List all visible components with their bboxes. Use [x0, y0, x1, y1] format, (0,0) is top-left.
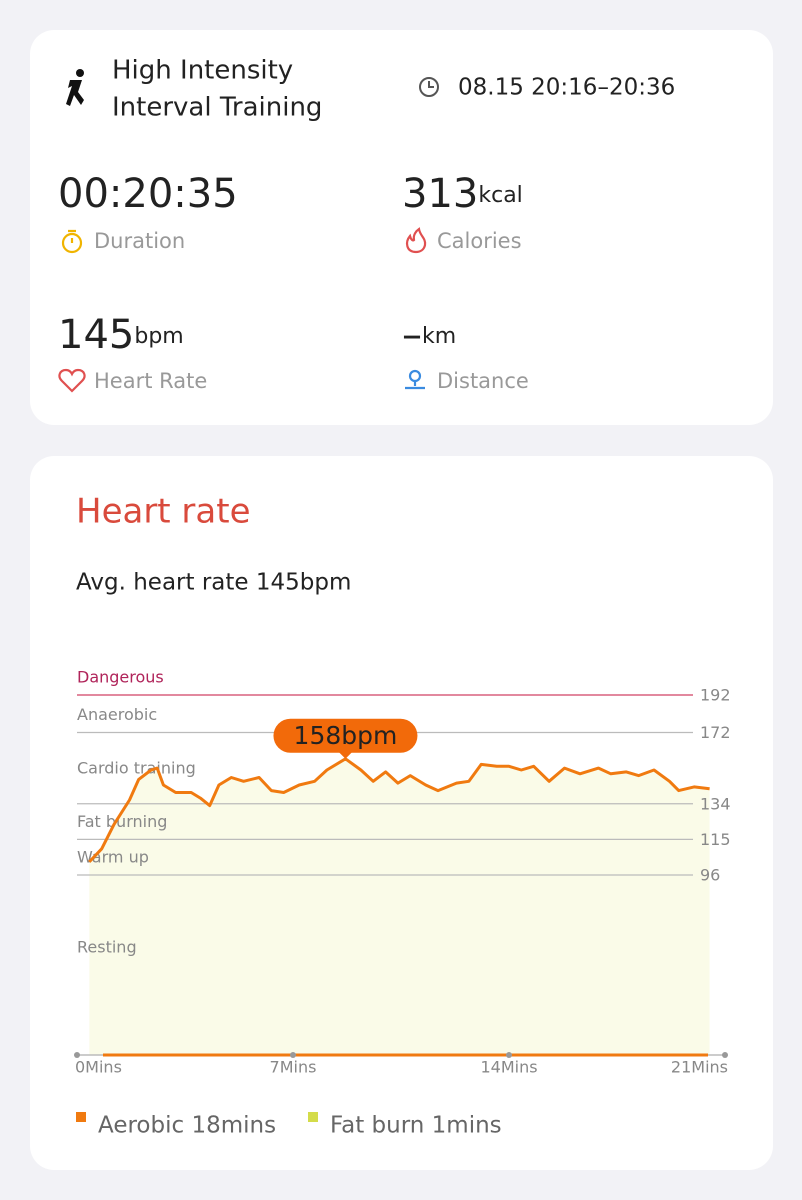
heart-icon — [58, 368, 86, 393]
stat-unit: km — [422, 324, 456, 349]
legend-label: Fat burn 1mins — [330, 1113, 502, 1139]
workout-title: High Intensity — [112, 56, 293, 86]
zone-label: Anaerobic — [77, 705, 157, 724]
stat-number: 145 — [58, 312, 134, 358]
stat-value: 313kcal — [402, 171, 523, 217]
stat-label: Heart Rate — [94, 369, 207, 393]
zone-label: Dangerous — [77, 668, 164, 687]
x-tick-label: 21Mins — [671, 1058, 728, 1077]
zone-label: Fat burning — [77, 812, 167, 831]
area — [89, 758, 710, 1055]
legend-swatch — [308, 1112, 318, 1122]
section-title: Heart rate — [76, 492, 251, 532]
stat-number: 313 — [402, 171, 478, 217]
stat-number: – — [402, 312, 422, 358]
stat-value: 00:20:35 — [58, 171, 238, 217]
zone-label: Cardio training — [77, 758, 196, 777]
x-tick — [506, 1052, 512, 1058]
legend-swatch — [76, 1112, 86, 1122]
zone-label: Resting — [77, 938, 137, 957]
calories-icon — [405, 227, 427, 254]
annotation-box — [273, 718, 418, 753]
summary-card — [30, 30, 773, 425]
stat-label: Duration — [94, 229, 185, 253]
annotation-label: 158bpm — [294, 721, 398, 750]
x-tick-label: 14Mins — [480, 1058, 537, 1077]
legend-label: Aerobic 18mins — [98, 1113, 276, 1139]
heart-rate-line — [88, 757, 710, 863]
stat-value: 145bpm — [58, 312, 184, 358]
x-tick — [722, 1052, 728, 1058]
stat-label: Calories — [437, 229, 522, 253]
stat-unit: bpm — [134, 324, 183, 349]
stat-unit: kcal — [478, 183, 522, 208]
distance-icon — [405, 369, 425, 390]
stat-label: Distance — [437, 369, 529, 393]
zone-label: Warm up — [77, 848, 149, 867]
workout-title: Interval Training — [112, 93, 322, 123]
stat-value: –km — [402, 312, 456, 358]
y-tick-label: 96 — [700, 866, 720, 885]
y-tick-label: 172 — [700, 723, 731, 742]
avg-heart-rate: Avg. heart rate 145bpm — [76, 570, 351, 596]
y-tick-label: 115 — [700, 830, 731, 849]
y-tick-label: 134 — [700, 794, 731, 813]
workout-time: 08.15 20:16–20:36 — [458, 75, 675, 101]
workout-icon — [66, 69, 84, 106]
x-tick — [290, 1052, 296, 1058]
heart-rate-chart: 96 115 134 172 192 Dangerous Anaerobic Cardio t… — [74, 668, 731, 1139]
duration-icon — [61, 229, 83, 254]
x-tick — [74, 1052, 80, 1058]
clock-icon — [419, 77, 439, 97]
x-tick-label: 7Mins — [270, 1058, 317, 1077]
annotation-pointer — [338, 751, 353, 759]
y-tick-label: 192 — [700, 686, 731, 705]
x-tick-label: 0Mins — [75, 1058, 122, 1077]
